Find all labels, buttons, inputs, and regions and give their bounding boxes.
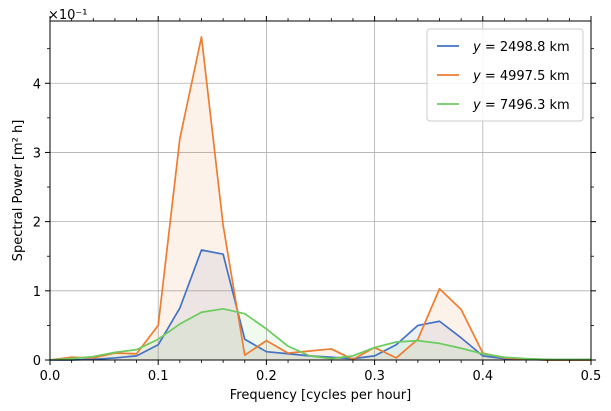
series-fill-1	[50, 249, 591, 361]
legend-value: = 4997.5 km	[481, 69, 570, 84]
legend-value: = 7496.3 km	[481, 98, 570, 113]
axis-ticks	[45, 16, 596, 365]
x-tick-label: 0.3	[364, 369, 385, 384]
y-tick-label: 1	[33, 285, 41, 300]
y-tick-label: 4	[33, 77, 41, 92]
series-line-3	[49, 307, 591, 361]
legend-variable: y	[472, 40, 481, 55]
legend-entry: y = 4997.5 km	[472, 69, 570, 84]
legend-entry: y = 7496.3 km	[472, 98, 570, 113]
x-tick-label: 0.4	[472, 369, 493, 384]
x-axis-label: Frequency [cycles per hour]	[230, 388, 411, 403]
x-tick-label: 0.2	[256, 369, 277, 384]
y-tick-label: 0	[33, 354, 41, 369]
y-scale-label: ×10⁻¹	[48, 8, 88, 23]
y-tick-labels: 0 1 2 3 4	[33, 77, 41, 369]
y-tick-label: 3	[33, 146, 41, 161]
legend-value: = 2498.8 km	[481, 40, 570, 55]
legend: y = 2498.8 kmy = 4997.5 kmy = 7496.3 km	[426, 28, 584, 122]
y-axis-label: Spectral Power [m² h]	[11, 120, 26, 262]
x-tick-label: 0.1	[148, 369, 169, 384]
x-tick-label: 0.0	[40, 369, 61, 384]
series-lines	[49, 36, 591, 361]
legend-variable: y	[472, 69, 481, 84]
legend-box	[426, 28, 584, 122]
x-tick-label: 0.5	[581, 369, 602, 384]
x-tick-labels: 0.0 0.1 0.2 0.3 0.4 0.5	[40, 369, 602, 384]
legend-variable: y	[472, 98, 481, 113]
plot-frame	[49, 20, 592, 361]
y-tick-label: 2	[33, 216, 41, 231]
legend-entry: y = 2498.8 km	[472, 40, 570, 55]
series-line-1	[50, 249, 591, 361]
